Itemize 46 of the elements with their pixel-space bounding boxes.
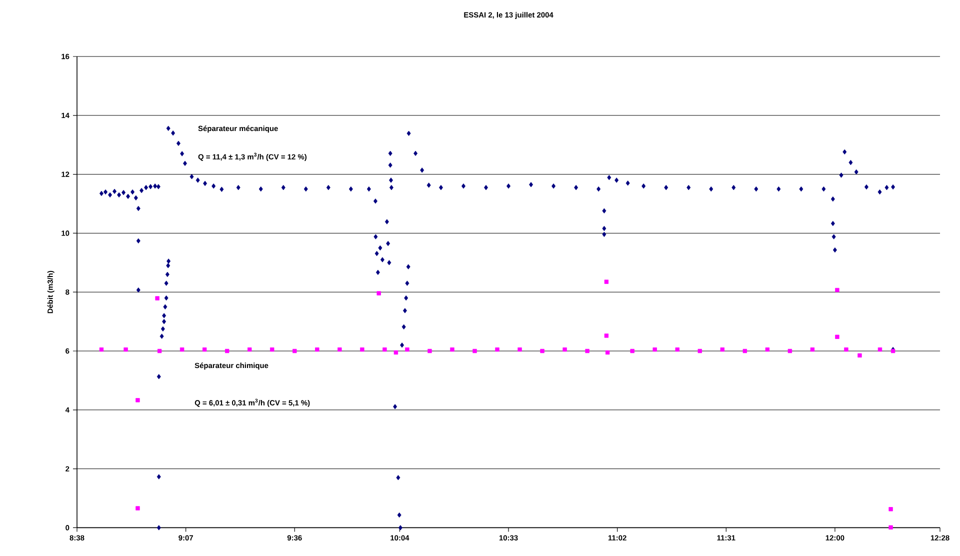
- point: [428, 348, 432, 354]
- point: [405, 347, 410, 352]
- point: [765, 347, 770, 352]
- point: [270, 347, 274, 352]
- point: [742, 348, 747, 354]
- point: [630, 348, 634, 354]
- point: [585, 348, 590, 354]
- point: [698, 348, 702, 354]
- point: [495, 347, 500, 352]
- point: [315, 347, 320, 352]
- point: [604, 280, 609, 284]
- point: [382, 347, 387, 352]
- point: [180, 347, 184, 352]
- point: [888, 507, 893, 512]
- point: [888, 525, 893, 530]
- point: [604, 334, 609, 338]
- point: [835, 288, 840, 292]
- point: [394, 350, 398, 355]
- point: [605, 350, 610, 355]
- point: [376, 291, 381, 296]
- point: [202, 347, 207, 352]
- point: [844, 347, 848, 352]
- point: [810, 347, 815, 352]
- point: [472, 348, 477, 354]
- point: [338, 347, 342, 352]
- point: [788, 348, 792, 354]
- point: [99, 347, 104, 352]
- point: [562, 347, 567, 352]
- point: [720, 347, 724, 352]
- point: [675, 347, 680, 352]
- point: [155, 296, 160, 300]
- point: [858, 353, 862, 358]
- point: [248, 347, 252, 352]
- point: [360, 347, 364, 352]
- point: [878, 347, 882, 352]
- point: [518, 347, 522, 352]
- point: [136, 398, 140, 402]
- point: [292, 348, 297, 354]
- point: [124, 347, 128, 352]
- point: [450, 347, 454, 352]
- point: [540, 348, 544, 354]
- point: [157, 348, 162, 354]
- point: [225, 348, 230, 354]
- point: [652, 347, 657, 352]
- point: [136, 506, 140, 510]
- point: [835, 334, 840, 339]
